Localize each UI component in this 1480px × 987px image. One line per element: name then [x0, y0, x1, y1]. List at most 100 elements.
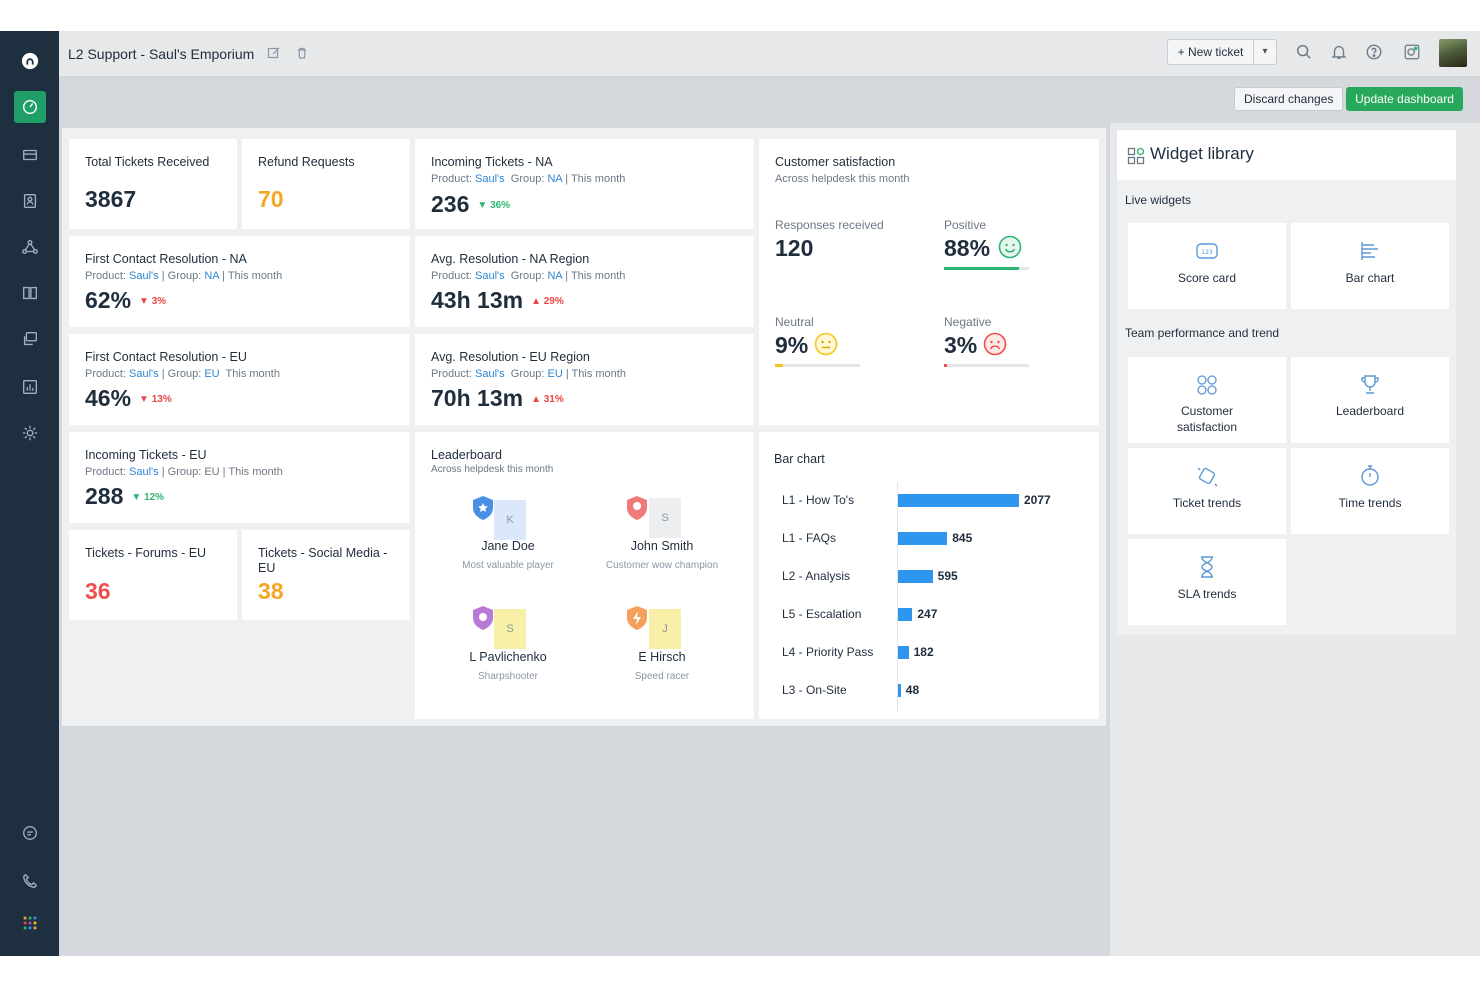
chart-value-label: 247: [917, 607, 938, 621]
tile-time-trends[interactable]: Time trends: [1291, 448, 1449, 534]
chart-bar[interactable]: [898, 608, 913, 621]
widget-value: 62% ▼ 3%: [85, 287, 167, 313]
widget-leaderboard[interactable]: Leaderboard Across helpdesk this month K…: [415, 432, 754, 719]
widget-value: 38: [258, 578, 284, 604]
bar-chart-plot: L1 - How To's 2077 L1 - FAQs 845 L2 - Analys…: [759, 432, 1099, 719]
leader-role: Sharpshooter: [477, 671, 539, 682]
chart-category-label: L1 - FAQs: [782, 531, 837, 545]
reports-icon[interactable]: [14, 371, 46, 403]
tile-score-card[interactable]: 123 Score card: [1128, 223, 1286, 309]
tickets-icon[interactable]: [14, 139, 46, 171]
widget-avg-resolution-eu[interactable]: Avg. Resolution - EU Region Product: Sau…: [415, 334, 754, 425]
widget-fcr-eu[interactable]: First Contact Resolution - EU Product: S…: [69, 334, 410, 425]
solutions-icon[interactable]: [14, 277, 46, 309]
apps-grid-icon[interactable]: [14, 907, 46, 939]
edit-icon[interactable]: [267, 46, 281, 60]
tile-label: Leaderboard: [1335, 404, 1405, 418]
widget-incoming-na[interactable]: Incoming Tickets - NA Product: Saul's Gr…: [415, 139, 754, 229]
avatar: S: [494, 609, 526, 649]
widget-fcr-na[interactable]: First Contact Resolution - NA Product: S…: [69, 236, 410, 327]
top-bar: L2 Support - Saul's Emporium + New ticke…: [59, 31, 1480, 77]
widget-title: Avg. Resolution - NA Region: [431, 252, 590, 266]
tile-customer-satisfaction[interactable]: Customer satisfaction: [1128, 357, 1286, 443]
widget-bar-chart[interactable]: Bar chart L1 - How To's 2077 L1 - FAQs 845 L…: [759, 432, 1099, 719]
widget-library-title: Widget library: [1150, 144, 1254, 163]
dashboard-canvas: Total Tickets Received 3867 Refund Reque…: [62, 128, 1106, 726]
chart-bar[interactable]: [898, 570, 933, 583]
leader-name: L Pavlichenko: [469, 650, 547, 664]
chart-bar[interactable]: [898, 646, 909, 659]
shield-badge-icon: [627, 606, 647, 630]
update-dashboard-button[interactable]: Update dashboard: [1346, 87, 1463, 111]
widget-filter: Product: Saul's | Group: NA | This month: [85, 270, 283, 282]
widget-library-header: Widget library: [1117, 130, 1456, 180]
new-ticket-button[interactable]: + New ticket ▾: [1167, 39, 1277, 65]
search-icon[interactable]: [1293, 41, 1315, 63]
widget-forums-eu[interactable]: Tickets - Forums - EU 36: [69, 530, 237, 620]
neutral-label: Neutral: [775, 315, 814, 329]
widget-total-tickets[interactable]: Total Tickets Received 3867: [69, 139, 237, 229]
chart-value-label: 2077: [1024, 493, 1051, 507]
forums-icon[interactable]: [14, 323, 46, 355]
tile-label: Score card: [1177, 271, 1237, 285]
chart-bar[interactable]: [898, 684, 901, 697]
social-icon[interactable]: [14, 231, 46, 263]
tile-leaderboard[interactable]: Leaderboard: [1291, 357, 1449, 443]
widget-title: Avg. Resolution - EU Region: [431, 350, 590, 364]
chart-bar[interactable]: [898, 532, 948, 545]
section-team-performance: Team performance and trend: [1125, 326, 1280, 340]
widget-value: 70: [258, 186, 284, 212]
tile-label: Customer satisfaction: [1176, 404, 1238, 434]
leader-role: Speed racer: [634, 671, 690, 682]
help-icon[interactable]: [1363, 41, 1385, 63]
avatar[interactable]: [1439, 39, 1467, 67]
chart-bar[interactable]: [898, 494, 1019, 507]
widget-title: Refund Requests: [258, 155, 355, 169]
responses-label: Responses received: [775, 218, 884, 232]
tile-ticket-trends[interactable]: Ticket trends: [1128, 448, 1286, 534]
chart-title: Bar chart: [774, 452, 825, 466]
widget-title: Total Tickets Received: [85, 155, 210, 169]
phone-icon[interactable]: [14, 865, 46, 897]
dashboard-title: L2 Support - Saul's Emporium: [68, 46, 255, 62]
chart-category-label: L4 - Priority Pass: [782, 645, 874, 659]
tile-sla-trends[interactable]: SLA trends: [1128, 539, 1286, 625]
stopwatch-icon: [1361, 465, 1379, 486]
chart-category-label: L1 - How To's: [782, 493, 855, 507]
chart-category-label: L5 - Escalation: [782, 607, 862, 621]
agent-status-icon[interactable]: [1401, 41, 1423, 63]
widget-value: 36: [85, 578, 111, 604]
widget-value: 236 ▼ 36%: [431, 191, 511, 217]
chevron-down-icon[interactable]: ▾: [1262, 46, 1268, 57]
positive-bar-fill: [944, 267, 1019, 270]
chart-category-label: L3 - On-Site: [782, 683, 847, 697]
responses-value: 120: [775, 235, 814, 261]
leader-name: Jane Doe: [481, 539, 535, 553]
widget-customer-satisfaction[interactable]: Customer satisfaction Across helpdesk th…: [759, 139, 1099, 425]
score-card-icon: 123: [1196, 243, 1218, 259]
negative-label: Negative: [944, 315, 992, 329]
widget-refund-requests[interactable]: Refund Requests 70: [242, 139, 410, 229]
happy-face-icon: [998, 235, 1022, 259]
action-bar: Discard changes Update dashboard: [59, 77, 1480, 123]
tile-bar-chart[interactable]: Bar chart: [1291, 223, 1449, 309]
widget-avg-resolution-na[interactable]: Avg. Resolution - NA Region Product: Sau…: [415, 236, 754, 327]
admin-gear-icon[interactable]: [14, 417, 46, 449]
chart-value-label: 48: [905, 683, 920, 697]
dashboard-icon[interactable]: [14, 91, 46, 123]
chart-axis-line: [897, 482, 898, 712]
discard-changes-button[interactable]: Discard changes: [1234, 87, 1344, 111]
avatar: J: [649, 609, 681, 649]
delete-icon[interactable]: [295, 46, 309, 60]
notification-bell-icon[interactable]: [1328, 41, 1350, 63]
contacts-icon[interactable]: [14, 185, 46, 217]
app-frame: L2 Support - Saul's Emporium + New ticke…: [0, 31, 1480, 956]
freshdesk-logo-icon[interactable]: [14, 45, 46, 77]
positive-value: 88%: [944, 235, 991, 261]
chat-icon[interactable]: [14, 817, 46, 849]
chart-value-label: 845: [952, 531, 973, 545]
new-ticket-label[interactable]: + New ticket: [1168, 40, 1254, 64]
widget-social-eu[interactable]: Tickets - Social Media - EU 38: [242, 530, 410, 620]
sad-face-icon: [983, 332, 1007, 356]
widget-incoming-eu[interactable]: Incoming Tickets - EU Product: Saul's | …: [69, 432, 410, 523]
